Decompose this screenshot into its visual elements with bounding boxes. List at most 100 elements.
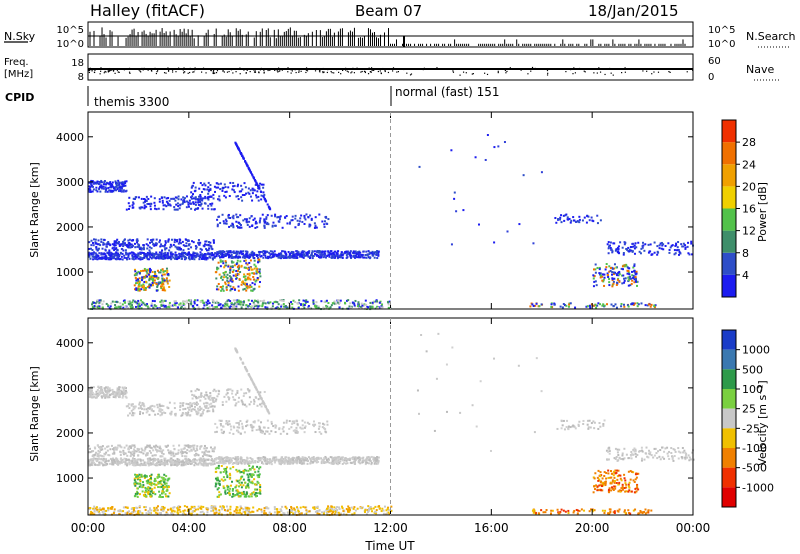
data-cell [259, 300, 262, 303]
data-cell [117, 305, 120, 308]
data-cell [224, 462, 227, 465]
data-cell [256, 457, 259, 460]
data-cell [248, 460, 251, 463]
data-cell [247, 276, 250, 279]
data-cell [257, 458, 260, 461]
data-cell [159, 255, 162, 258]
data-cell [192, 459, 195, 462]
data-cell [286, 459, 289, 462]
freq-dot [245, 72, 247, 74]
freq-dot [573, 67, 575, 69]
data-cell [635, 284, 638, 287]
data-cell [609, 267, 612, 270]
data-cell [674, 252, 677, 255]
data-cell [221, 304, 224, 307]
data-cell [167, 256, 170, 259]
data-cell [252, 218, 255, 221]
data-cell [312, 456, 315, 459]
data-cell [92, 307, 95, 310]
data-cell [167, 239, 170, 242]
data-cell [632, 302, 635, 305]
data-cell [92, 253, 95, 256]
data-cell [593, 268, 596, 271]
data-cell [210, 247, 213, 250]
data-cell [180, 252, 183, 255]
data-cell [151, 281, 154, 284]
data-cell [203, 253, 206, 256]
data-cell [188, 459, 191, 462]
data-cell [268, 206, 271, 209]
data-cell [128, 196, 131, 199]
data-cell [185, 206, 188, 209]
freq-dot [91, 70, 93, 72]
freq-dot [584, 71, 586, 73]
data-cell [182, 303, 185, 306]
data-cell [606, 274, 609, 277]
data-cell [98, 463, 101, 466]
data-cell [328, 251, 331, 254]
data-cell [156, 445, 159, 448]
data-cell [261, 213, 264, 216]
data-cell [335, 302, 338, 305]
data-cell [113, 452, 116, 455]
data-cell [152, 306, 155, 309]
freq-dot [384, 70, 386, 73]
data-cell [226, 304, 229, 307]
data-cell [183, 255, 186, 258]
data-cell [617, 277, 620, 280]
data-cell [367, 256, 370, 259]
data-cell [387, 303, 390, 306]
data-cell [132, 464, 135, 467]
freq-dot [668, 70, 670, 73]
data-cell [212, 450, 215, 453]
data-cell [327, 218, 330, 221]
data-cell [377, 306, 380, 309]
data-cell [608, 278, 611, 281]
data-cell [190, 191, 193, 194]
data-cell [153, 276, 156, 279]
data-cell [185, 452, 188, 455]
data-cell [273, 253, 276, 256]
freq-dot [254, 70, 256, 72]
data-cell [96, 458, 99, 461]
data-cell [227, 216, 230, 219]
data-cell [192, 304, 195, 307]
data-cell [93, 446, 96, 449]
data-cell [102, 241, 105, 244]
data-cell [128, 462, 131, 465]
data-cell [102, 243, 105, 246]
data-cell [242, 275, 245, 278]
data-cell [241, 458, 244, 461]
freq-dot [93, 69, 96, 71]
data-cell [626, 269, 629, 272]
data-cell [319, 255, 322, 258]
data-cell [205, 304, 208, 307]
data-cell [318, 457, 321, 460]
data-cell [161, 196, 164, 199]
data-cell [95, 305, 98, 308]
data-cell [623, 264, 626, 267]
data-cell [157, 281, 160, 284]
data-cell [132, 244, 135, 247]
data-cell [135, 256, 138, 259]
data-cell [252, 288, 255, 291]
data-cell [594, 303, 597, 306]
data-cell [357, 251, 360, 254]
data-cell [455, 210, 458, 213]
data-cell [147, 459, 150, 462]
data-cell [253, 303, 256, 306]
data-cell [120, 190, 123, 193]
freq-dot [267, 69, 269, 71]
data-cell [96, 306, 99, 309]
data-cell [240, 301, 243, 304]
data-cell [101, 306, 104, 309]
data-cell [124, 182, 127, 185]
data-cell [115, 258, 118, 261]
data-cell [237, 273, 240, 276]
data-cell [254, 183, 257, 186]
data-cell [219, 303, 222, 306]
freq-dot [294, 69, 296, 71]
data-cell [238, 303, 241, 306]
freq-dot [358, 68, 360, 70]
data-cell [272, 456, 275, 459]
